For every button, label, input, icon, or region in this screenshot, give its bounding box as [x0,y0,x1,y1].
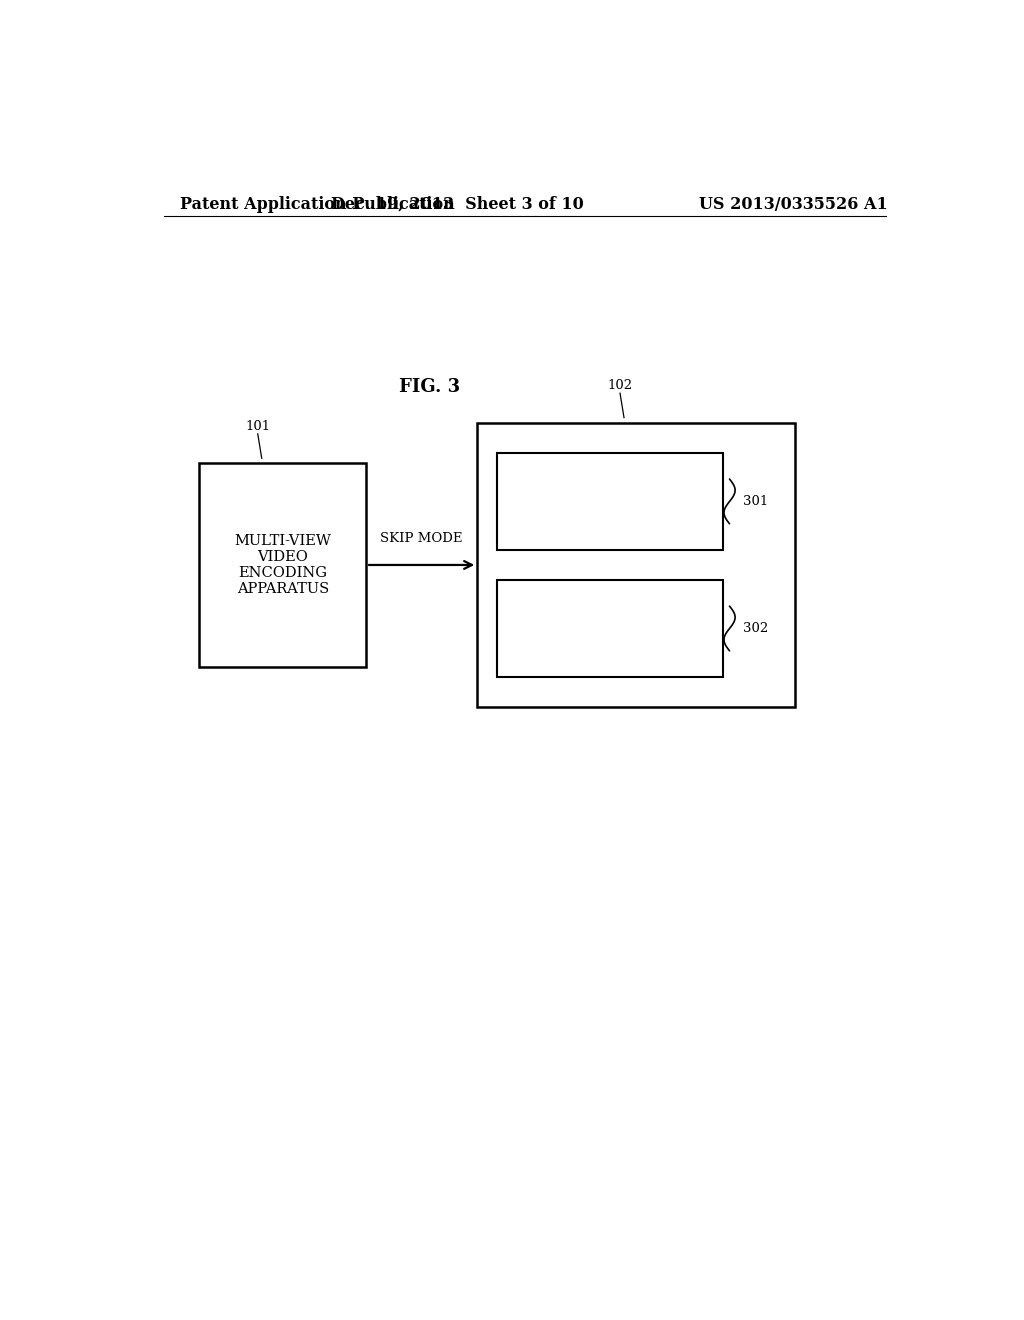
Text: BLOCK
RESTORATION
UNIT: BLOCK RESTORATION UNIT [553,606,668,652]
Text: Dec. 19, 2013  Sheet 3 of 10: Dec. 19, 2013 Sheet 3 of 10 [331,195,584,213]
Bar [497,453,723,549]
Text: MULTI-VIEW
VIDEO
ENCODING
APPARATUS: MULTI-VIEW VIDEO ENCODING APPARATUS [234,533,331,597]
Bar [497,581,723,677]
Bar [200,463,367,667]
Text: 301: 301 [743,495,768,508]
Text: 102: 102 [607,379,633,392]
Text: 302: 302 [743,622,768,635]
Text: FIG. 3: FIG. 3 [399,378,460,396]
Text: US 2013/0335526 A1: US 2013/0335526 A1 [699,195,888,213]
Text: INDEX
DECODING
UNIT: INDEX DECODING UNIT [566,478,654,524]
Bar [477,422,795,708]
Text: Patent Application Publication: Patent Application Publication [179,195,455,213]
Text: SKIP MODE: SKIP MODE [380,532,463,545]
Text: 101: 101 [245,420,270,433]
